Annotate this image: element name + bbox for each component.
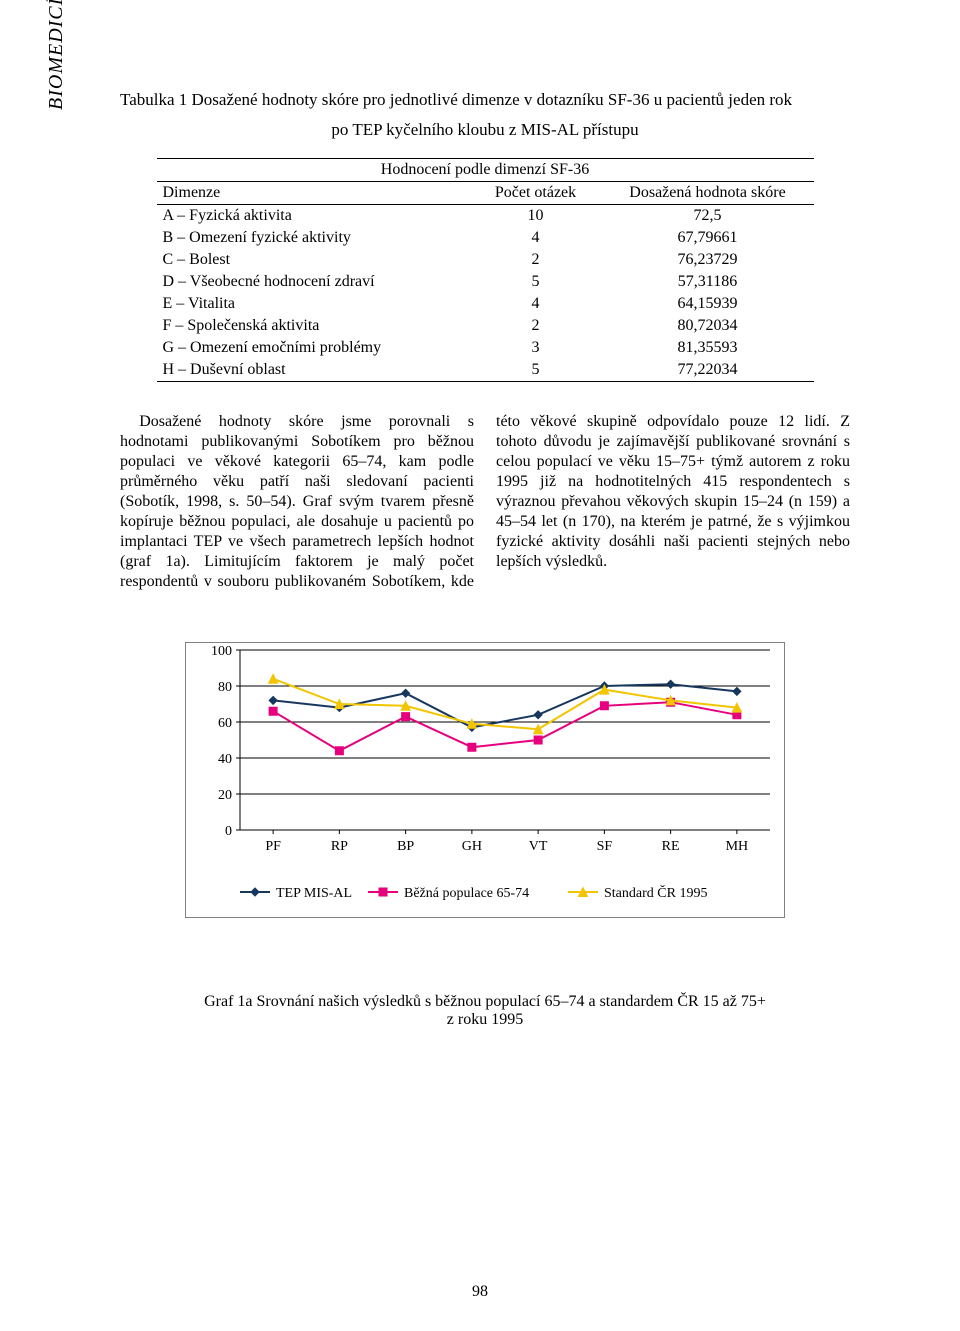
cell-dimension: A – Fyzická aktivita: [157, 205, 470, 228]
page-number: 98: [0, 1283, 960, 1301]
svg-text:MH: MH: [726, 839, 749, 854]
body-text: Dosažené hodnoty skóre jsme porovnali s …: [120, 412, 850, 592]
table-row: F – Společenská aktivita280,72034: [157, 315, 814, 337]
cell-count: 2: [470, 249, 602, 271]
cell-count: 10: [470, 205, 602, 228]
cell-count: 5: [470, 271, 602, 293]
cell-dimension: C – Bolest: [157, 249, 470, 271]
svg-text:Běžná populace 65-74: Běžná populace 65-74: [404, 886, 529, 901]
svg-text:100: 100: [211, 644, 232, 659]
svg-text:GH: GH: [462, 839, 482, 854]
chart-caption: Graf 1a Srovnání našich výsledků s běžno…: [120, 993, 850, 1029]
cell-score: 77,22034: [602, 359, 814, 382]
svg-text:RE: RE: [662, 839, 680, 854]
section-label: BIOMEDICÍNA: [45, 0, 68, 110]
table-col-score: Dosažená hodnota skóre: [602, 182, 814, 205]
cell-score: 57,31186: [602, 271, 814, 293]
cell-count: 3: [470, 337, 602, 359]
svg-text:20: 20: [218, 788, 232, 803]
cell-score: 80,72034: [602, 315, 814, 337]
svg-text:40: 40: [218, 752, 232, 767]
table-row: A – Fyzická aktivita1072,5: [157, 205, 814, 228]
cell-score: 81,35593: [602, 337, 814, 359]
svg-text:TEP MIS-AL: TEP MIS-AL: [276, 886, 352, 901]
svg-text:RP: RP: [331, 839, 348, 854]
cell-dimension: H – Duševní oblast: [157, 359, 470, 382]
table-body: A – Fyzická aktivita1072,5B – Omezení fy…: [157, 205, 814, 382]
sf36-table: Hodnocení podle dimenzí SF-36 Dimenze Po…: [157, 158, 814, 382]
page: BIOMEDICÍNA Tabulka 1 Dosažené hodnoty s…: [0, 0, 960, 1331]
cell-score: 64,15939: [602, 293, 814, 315]
svg-text:VT: VT: [529, 839, 548, 854]
paragraph-main: Dosažené hodnoty skóre jsme porovnali s …: [120, 412, 850, 592]
cell-count: 4: [470, 293, 602, 315]
cell-count: 5: [470, 359, 602, 382]
table-row: E – Vitalita464,15939: [157, 293, 814, 315]
svg-text:80: 80: [218, 680, 232, 695]
cell-dimension: E – Vitalita: [157, 293, 470, 315]
cell-dimension: D – Všeobecné hodnocení zdraví: [157, 271, 470, 293]
svg-text:60: 60: [218, 716, 232, 731]
table-row: D – Všeobecné hodnocení zdraví557,31186: [157, 271, 814, 293]
svg-text:0: 0: [225, 824, 232, 839]
table-caption-line1: Tabulka 1 Dosažené hodnoty skóre pro jed…: [120, 90, 850, 110]
cell-score: 72,5: [602, 205, 814, 228]
svg-text:SF: SF: [597, 839, 613, 854]
table-super-header: Hodnocení podle dimenzí SF-36: [157, 159, 814, 182]
table-col-count: Počet otázek: [470, 182, 602, 205]
table-row: H – Duševní oblast577,22034: [157, 359, 814, 382]
svg-text:BP: BP: [397, 839, 414, 854]
cell-count: 2: [470, 315, 602, 337]
cell-score: 76,23729: [602, 249, 814, 271]
table-row: B – Omezení fyzické aktivity467,79661: [157, 227, 814, 249]
svg-text:Standard ČR 1995: Standard ČR 1995: [604, 884, 707, 901]
chart-caption-line2: z roku 1995: [447, 1011, 523, 1028]
cell-score: 67,79661: [602, 227, 814, 249]
cell-dimension: F – Společenská aktivita: [157, 315, 470, 337]
line-chart: 0 20 40 60 80 100 PF RP BP GH VT SF RE MH TEP MIS-AL Bě…: [185, 642, 785, 918]
table-caption-line2: po TEP kyčelního kloubu z MIS-AL přístup…: [120, 120, 850, 140]
chart-caption-line1: Graf 1a Srovnání našich výsledků s běžno…: [204, 993, 766, 1010]
cell-count: 4: [470, 227, 602, 249]
cell-dimension: B – Omezení fyzické aktivity: [157, 227, 470, 249]
table-row: G – Omezení emočními problémy381,35593: [157, 337, 814, 359]
svg-text:PF: PF: [265, 839, 281, 854]
chart-figure: 0 20 40 60 80 100 PF RP BP GH VT SF RE MH TEP MIS-AL Bě…: [185, 642, 785, 923]
cell-dimension: G – Omezení emočními problémy: [157, 337, 470, 359]
table-col-dimension: Dimenze: [157, 182, 470, 205]
table-row: C – Bolest276,23729: [157, 249, 814, 271]
